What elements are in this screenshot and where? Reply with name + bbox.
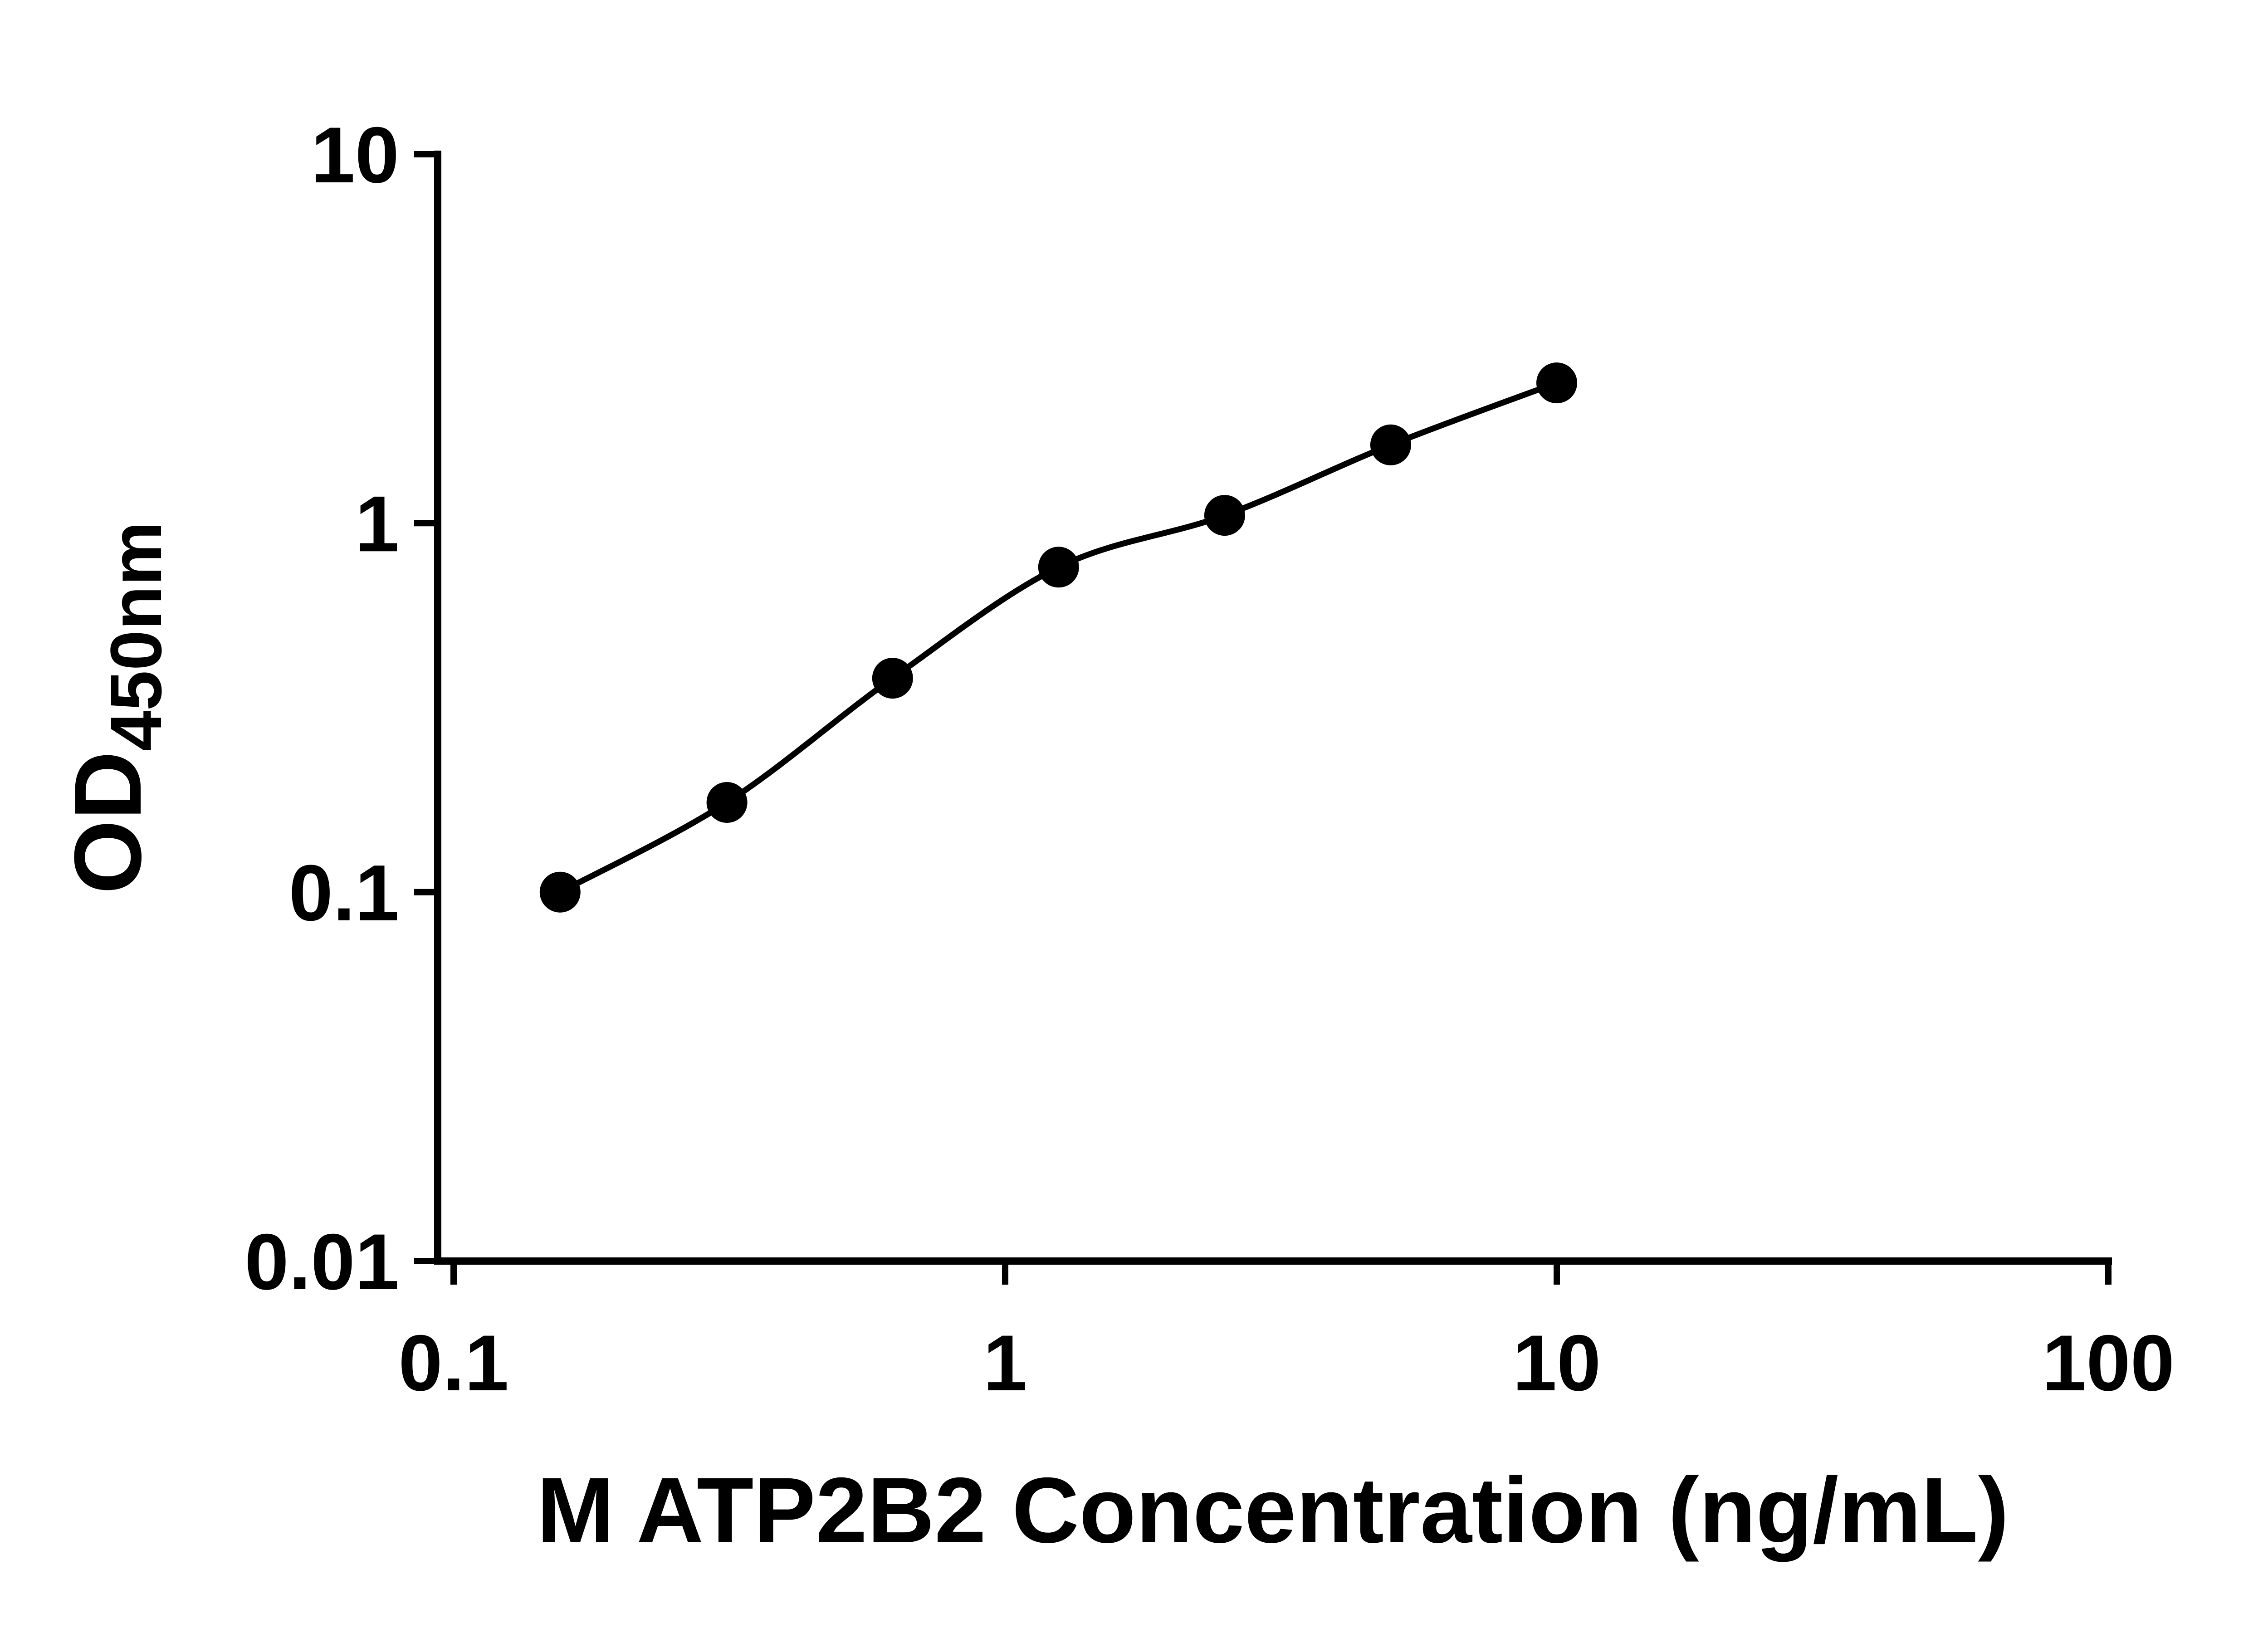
- axis-lines: [434, 151, 2112, 1265]
- data-point: [539, 871, 581, 913]
- chart-plot-area: 0.01 0.1 1 10 0.1 1 10 100: [244, 111, 2175, 1408]
- x-tick-label: 0.1: [398, 1319, 508, 1408]
- data-point: [1536, 362, 1577, 404]
- data-point: [1370, 424, 1411, 465]
- data-point: [872, 658, 913, 699]
- y-tick-label: 0.01: [244, 1218, 399, 1306]
- x-tick-label: 10: [1513, 1319, 1601, 1408]
- y-axis-title-subscript: 450nm: [95, 521, 176, 751]
- y-tick-label: 10: [311, 111, 399, 200]
- data-point: [1038, 547, 1079, 588]
- data-point: [1204, 495, 1245, 536]
- y-tick-label: 1: [355, 480, 399, 568]
- y-axis-title-main: OD: [54, 751, 161, 894]
- fit-curve: [558, 380, 1558, 895]
- y-tick-label: 0.1: [289, 849, 399, 938]
- data-point: [706, 782, 748, 823]
- x-tick-label: 1: [983, 1319, 1027, 1408]
- x-axis-title: M ATP2B2 Concentration (ng/mL): [537, 1458, 2009, 1562]
- x-tick-label: 100: [2042, 1319, 2175, 1408]
- y-axis-title: OD450nm: [54, 521, 176, 894]
